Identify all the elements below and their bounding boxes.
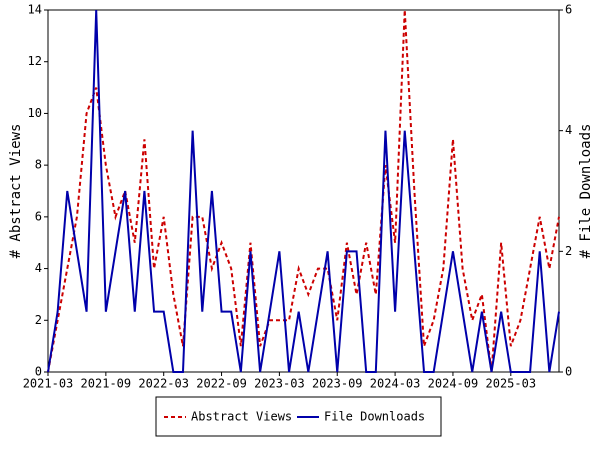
legend-label: Abstract Views xyxy=(191,410,292,424)
x-tick-label: 2023-09 xyxy=(312,377,363,391)
y2-tick-label: 0 xyxy=(565,365,572,379)
x-tick-label: 2025-03 xyxy=(486,377,537,391)
y-axis-label: # Abstract Views xyxy=(8,124,24,259)
y-tick-label: 6 xyxy=(35,209,42,223)
x-tick-label: 2021-03 xyxy=(23,377,74,391)
y-tick-label: 2 xyxy=(35,313,42,327)
legend-box xyxy=(155,396,442,437)
y2-axis-label: # File Downloads xyxy=(578,124,594,259)
y-tick-label: 4 xyxy=(35,261,42,275)
y-tick-label: 12 xyxy=(28,54,42,68)
y-tick-label: 0 xyxy=(35,365,42,379)
plot-frame xyxy=(47,9,560,373)
x-tick-label: 2022-09 xyxy=(196,377,247,391)
x-tick-label: 2022-03 xyxy=(138,377,189,391)
x-tick-label: 2023-03 xyxy=(254,377,305,391)
y-tick-label: 8 xyxy=(35,158,42,172)
y-tick-label: 14 xyxy=(28,3,42,17)
x-tick-label: 2024-03 xyxy=(370,377,421,391)
x-tick-label: 2024-09 xyxy=(428,377,479,391)
series-line xyxy=(47,9,560,373)
legend-label: File Downloads xyxy=(324,410,425,424)
y-tick-label: 10 xyxy=(28,106,42,120)
y2-tick-label: 4 xyxy=(565,123,572,137)
y2-tick-label: 2 xyxy=(565,244,572,258)
x-tick-label: 2021-09 xyxy=(81,377,132,391)
y2-tick-label: 6 xyxy=(565,3,572,17)
series-line xyxy=(47,9,560,373)
